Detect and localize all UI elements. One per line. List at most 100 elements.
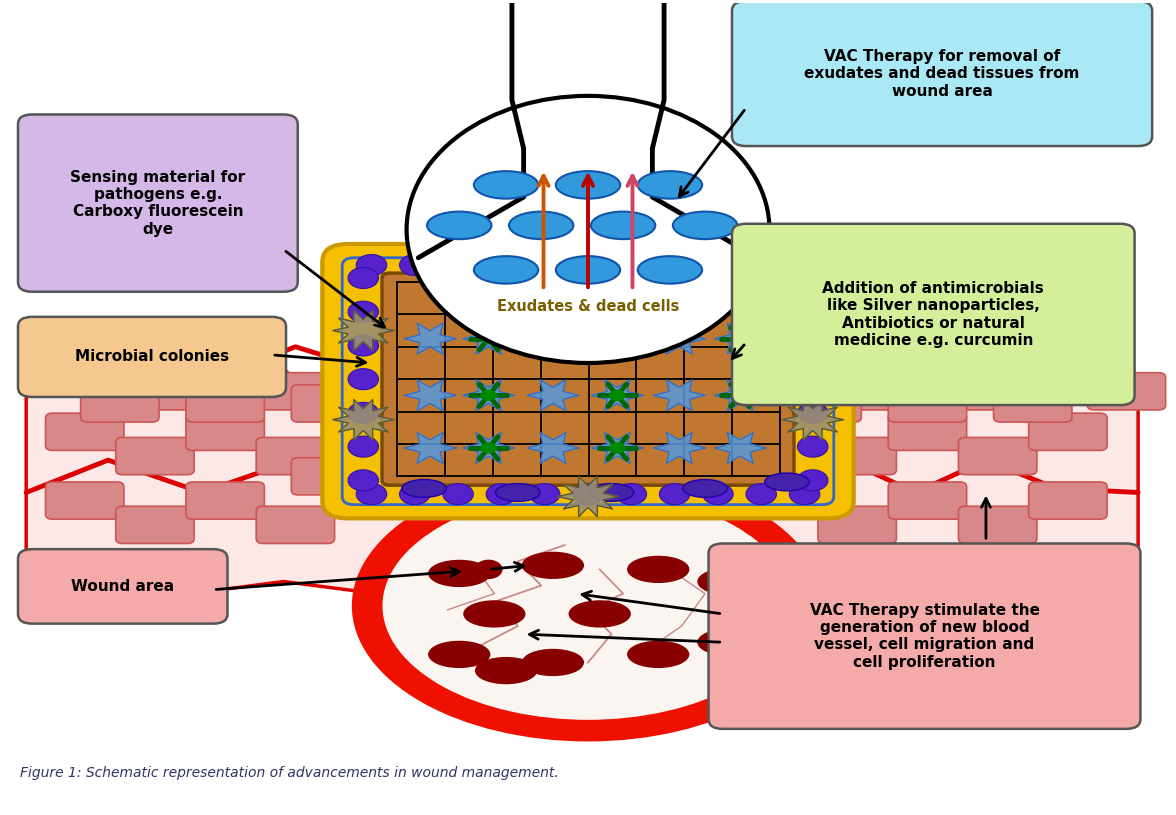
Text: VAC Therapy stimulate the
generation of new blood
vessel, cell migration and
cel: VAC Therapy stimulate the generation of … (809, 602, 1040, 670)
Polygon shape (527, 324, 579, 355)
FancyBboxPatch shape (1029, 482, 1107, 519)
Ellipse shape (683, 479, 727, 497)
Circle shape (400, 254, 430, 275)
Circle shape (480, 333, 496, 345)
Polygon shape (26, 347, 448, 593)
FancyBboxPatch shape (1029, 413, 1107, 451)
Circle shape (703, 483, 733, 504)
Ellipse shape (427, 212, 492, 239)
Polygon shape (654, 380, 706, 411)
Polygon shape (592, 433, 643, 464)
FancyBboxPatch shape (186, 482, 265, 519)
FancyBboxPatch shape (46, 482, 123, 519)
Polygon shape (333, 399, 394, 439)
FancyBboxPatch shape (1029, 345, 1107, 381)
Ellipse shape (628, 641, 689, 667)
FancyBboxPatch shape (115, 372, 194, 410)
FancyBboxPatch shape (958, 506, 1037, 544)
Circle shape (529, 254, 560, 275)
Ellipse shape (569, 601, 630, 627)
FancyBboxPatch shape (888, 482, 967, 519)
Ellipse shape (474, 256, 539, 284)
FancyBboxPatch shape (186, 385, 265, 422)
FancyBboxPatch shape (256, 438, 335, 474)
Circle shape (797, 302, 828, 322)
FancyBboxPatch shape (958, 372, 1037, 410)
Polygon shape (714, 433, 766, 464)
Ellipse shape (628, 557, 689, 583)
FancyBboxPatch shape (186, 413, 265, 451)
Circle shape (348, 469, 379, 491)
Polygon shape (592, 324, 643, 355)
Polygon shape (714, 380, 766, 411)
Circle shape (356, 483, 387, 504)
FancyBboxPatch shape (818, 506, 896, 544)
FancyBboxPatch shape (1087, 372, 1165, 410)
FancyBboxPatch shape (18, 549, 227, 623)
FancyBboxPatch shape (186, 345, 265, 381)
Circle shape (616, 254, 647, 275)
FancyBboxPatch shape (888, 385, 967, 422)
Circle shape (797, 335, 828, 356)
Circle shape (797, 267, 828, 289)
Polygon shape (654, 433, 706, 464)
Polygon shape (654, 324, 706, 355)
Ellipse shape (522, 553, 583, 579)
Ellipse shape (402, 479, 447, 497)
FancyBboxPatch shape (339, 345, 416, 381)
Polygon shape (463, 324, 514, 355)
Circle shape (486, 254, 516, 275)
Circle shape (609, 390, 626, 401)
Circle shape (616, 483, 647, 504)
Polygon shape (527, 380, 579, 411)
Ellipse shape (589, 483, 634, 501)
Ellipse shape (699, 569, 759, 594)
FancyBboxPatch shape (322, 244, 854, 518)
Ellipse shape (475, 658, 536, 684)
Polygon shape (463, 433, 514, 464)
Circle shape (797, 403, 828, 424)
Circle shape (348, 436, 379, 457)
Ellipse shape (637, 256, 702, 284)
Polygon shape (728, 347, 1138, 593)
Circle shape (443, 254, 473, 275)
Text: Addition of antimicrobials
like Silver nanoparticles,
Antibiotics or natural
med: Addition of antimicrobials like Silver n… (822, 281, 1044, 348)
Circle shape (746, 483, 776, 504)
FancyBboxPatch shape (256, 372, 335, 410)
Ellipse shape (637, 171, 702, 199)
Circle shape (474, 560, 502, 579)
FancyBboxPatch shape (339, 413, 416, 451)
Circle shape (486, 483, 516, 504)
Circle shape (789, 483, 820, 504)
FancyBboxPatch shape (382, 273, 794, 485)
Polygon shape (527, 433, 579, 464)
Circle shape (797, 469, 828, 491)
Circle shape (731, 333, 748, 345)
Ellipse shape (465, 601, 524, 627)
FancyBboxPatch shape (292, 385, 369, 422)
FancyBboxPatch shape (115, 438, 194, 474)
Circle shape (348, 335, 379, 356)
FancyBboxPatch shape (783, 385, 861, 422)
Circle shape (609, 443, 626, 454)
Polygon shape (782, 311, 843, 350)
Ellipse shape (495, 483, 540, 501)
FancyBboxPatch shape (748, 345, 827, 381)
Circle shape (573, 254, 603, 275)
Ellipse shape (764, 473, 809, 491)
FancyBboxPatch shape (731, 1, 1152, 146)
FancyBboxPatch shape (256, 506, 335, 544)
Circle shape (443, 483, 473, 504)
Circle shape (746, 254, 776, 275)
Polygon shape (405, 380, 456, 411)
Circle shape (797, 436, 828, 457)
Ellipse shape (673, 212, 737, 239)
FancyBboxPatch shape (81, 385, 159, 422)
Circle shape (797, 368, 828, 390)
FancyBboxPatch shape (958, 438, 1037, 474)
Text: Wound area: Wound area (72, 579, 174, 594)
Ellipse shape (556, 171, 620, 199)
Text: Microbial colonies: Microbial colonies (75, 350, 229, 364)
FancyBboxPatch shape (994, 385, 1073, 422)
Ellipse shape (556, 256, 620, 284)
